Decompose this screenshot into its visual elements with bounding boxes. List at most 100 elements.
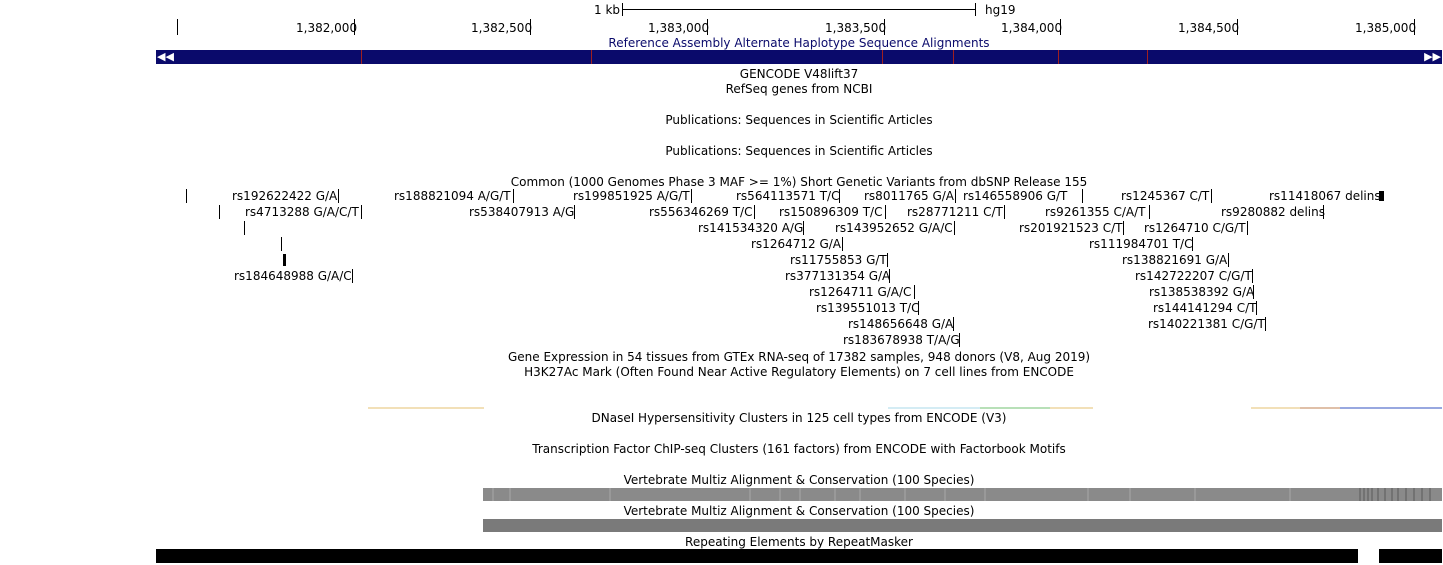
track-title-rmsk[interactable]: Repeating Elements by RepeatMasker [685, 535, 913, 549]
snp-tick [244, 221, 245, 235]
ruler-position-1: 1,382,000 [296, 21, 358, 35]
snp-label[interactable]: rs144141294 C/T [1153, 301, 1257, 315]
ruler-tick-2 [530, 19, 531, 35]
snp-tick [839, 189, 840, 203]
snp-tick [1123, 221, 1124, 235]
snp-label[interactable]: rs11418067 delins [1269, 189, 1381, 203]
scale-bar-left-end [622, 3, 623, 16]
snp-label[interactable]: rs188821094 A/G/T [394, 189, 511, 203]
snp-label[interactable]: rs9280882 delins [1221, 205, 1325, 219]
snp-label[interactable]: rs1264711 G/A/C [809, 285, 912, 299]
snp-label[interactable]: rs148656648 G/A [848, 317, 954, 331]
snp-tick [953, 317, 954, 331]
snp-tick [1211, 189, 1212, 203]
snp-label[interactable]: rs192622422 G/A [232, 189, 338, 203]
snp-label[interactable]: rs138821691 G/A [1122, 253, 1228, 267]
snp-tick [1323, 205, 1324, 219]
snp-tick [887, 253, 888, 267]
snp-label[interactable]: rs538407913 A/G [469, 205, 575, 219]
ruler-position-5: 1,384,000 [1001, 21, 1063, 35]
scale-bar [622, 9, 975, 10]
ruler-tick-1 [354, 19, 355, 35]
track-title-alt-haplotype[interactable]: Reference Assembly Alternate Haplotype S… [608, 36, 990, 50]
snp-tick [1004, 205, 1005, 219]
scroll-right-icon[interactable]: ▶▶ [1424, 50, 1441, 63]
snp-label[interactable]: rs28771211 C/T [907, 205, 1003, 219]
multiz-alignment-bar[interactable] [483, 519, 1442, 532]
snp-tick [1253, 285, 1254, 299]
snp-tick [361, 205, 362, 219]
ruler-position-4: 1,383,500 [825, 21, 887, 35]
scale-label: 1 kb [594, 3, 621, 17]
snp-label[interactable]: rs140221381 C/G/T [1148, 317, 1265, 331]
snp-tick [914, 285, 915, 299]
track-title-multiz-2[interactable]: Vertebrate Multiz Alignment & Conservati… [623, 504, 975, 518]
ruler-position-2: 1,382,500 [471, 21, 533, 35]
snp-label[interactable]: rs11755853 G/T [790, 253, 887, 267]
ruler-tick-5 [1060, 19, 1061, 35]
snp-label[interactable]: rs150896309 T/C [779, 205, 883, 219]
snp-tick [1192, 237, 1193, 251]
track-title-common-snps[interactable]: Common (1000 Genomes Phase 3 MAF >= 1%) … [510, 175, 1088, 189]
h3k27ac-signal [368, 407, 1442, 409]
track-title-dnase[interactable]: DNaseI Hypersensitivity Clusters in 125 … [591, 411, 1007, 425]
snp-label[interactable]: rs377131354 G/A [785, 269, 891, 283]
track-title-publications-2[interactable]: Publications: Sequences in Scientific Ar… [665, 144, 933, 158]
snp-label[interactable]: rs1245367 C/T [1121, 189, 1210, 203]
snp-block [283, 254, 286, 266]
snp-label[interactable]: rs556346269 T/C [649, 205, 753, 219]
snp-label[interactable]: rs8011765 G/A [864, 189, 954, 203]
ruler-tick-4 [884, 19, 885, 35]
track-title-multiz-1[interactable]: Vertebrate Multiz Alignment & Conservati… [623, 473, 975, 487]
snp-tick [1256, 301, 1257, 315]
track-title-gtex[interactable]: Gene Expression in 54 tissues from GTEx … [507, 350, 1091, 364]
snp-tick [885, 205, 886, 219]
snp-label[interactable]: rs111984701 T/C [1089, 237, 1193, 251]
repeat-element-bar[interactable] [156, 549, 1358, 563]
snp-tick [959, 333, 960, 347]
snp-label[interactable]: rs146558906 G/T [963, 189, 1068, 203]
ruler-tick-6 [1237, 19, 1238, 35]
snp-label[interactable]: rs201921523 C/T [1019, 221, 1123, 235]
alt-haplotype-bar[interactable]: ◀◀ ▶▶ [156, 50, 1442, 64]
track-title-tfbs[interactable]: Transcription Factor ChIP-seq Clusters (… [532, 442, 1066, 456]
ruler-position-6: 1,384,500 [1178, 21, 1240, 35]
track-title-refseq[interactable]: RefSeq genes from NCBI [725, 82, 873, 96]
snp-label[interactable]: rs143952652 G/A/C [835, 221, 953, 235]
snp-label[interactable]: rs4713288 G/A/C/T [245, 205, 359, 219]
snp-tick [1265, 317, 1266, 331]
snp-tick [691, 189, 692, 203]
snp-tick [513, 189, 514, 203]
snp-tick [889, 269, 890, 283]
scroll-left-icon[interactable]: ◀◀ [157, 50, 174, 63]
snp-tick [352, 269, 353, 283]
snp-label[interactable]: rs138538392 G/A [1149, 285, 1255, 299]
track-title-gencode[interactable]: GENCODE V48lift37 [739, 67, 859, 81]
alt-haplotype-mark [882, 50, 883, 64]
snp-label[interactable]: rs1264710 C/G/T [1144, 221, 1246, 235]
snp-label[interactable]: rs184648988 G/A/C [234, 269, 352, 283]
snp-label[interactable]: rs9261355 C/A/T [1045, 205, 1146, 219]
snp-label[interactable]: rs199851925 A/G/T [573, 189, 690, 203]
snp-label[interactable]: rs139551013 T/C [816, 301, 920, 315]
scale-bar-right-end [975, 3, 976, 16]
snp-tick [1228, 253, 1229, 267]
alt-haplotype-mark [1147, 50, 1148, 64]
ruler-left-tick [177, 19, 178, 35]
ruler-tick-7 [1414, 19, 1415, 35]
snp-tick [219, 205, 220, 219]
snp-tick [954, 221, 955, 235]
snp-label[interactable]: rs1264712 G/A [751, 237, 841, 251]
snp-label[interactable]: rs564113571 T/C [736, 189, 840, 203]
track-title-h3k27ac[interactable]: H3K27Ac Mark (Often Found Near Active Re… [524, 365, 1074, 379]
snp-tick [281, 237, 282, 251]
alt-haplotype-mark [953, 50, 954, 64]
multiz-conservation-bar[interactable] [483, 488, 1442, 501]
track-title-publications-1[interactable]: Publications: Sequences in Scientific Ar… [665, 113, 933, 127]
snp-label[interactable]: rs142722207 C/G/T [1135, 269, 1252, 283]
alt-haplotype-mark [361, 50, 362, 64]
repeat-element-bar[interactable] [1379, 549, 1442, 563]
snp-label[interactable]: rs183678938 T/A/G [843, 333, 960, 347]
snp-label[interactable]: rs141534320 A/G [698, 221, 804, 235]
snp-tick [1082, 189, 1083, 203]
